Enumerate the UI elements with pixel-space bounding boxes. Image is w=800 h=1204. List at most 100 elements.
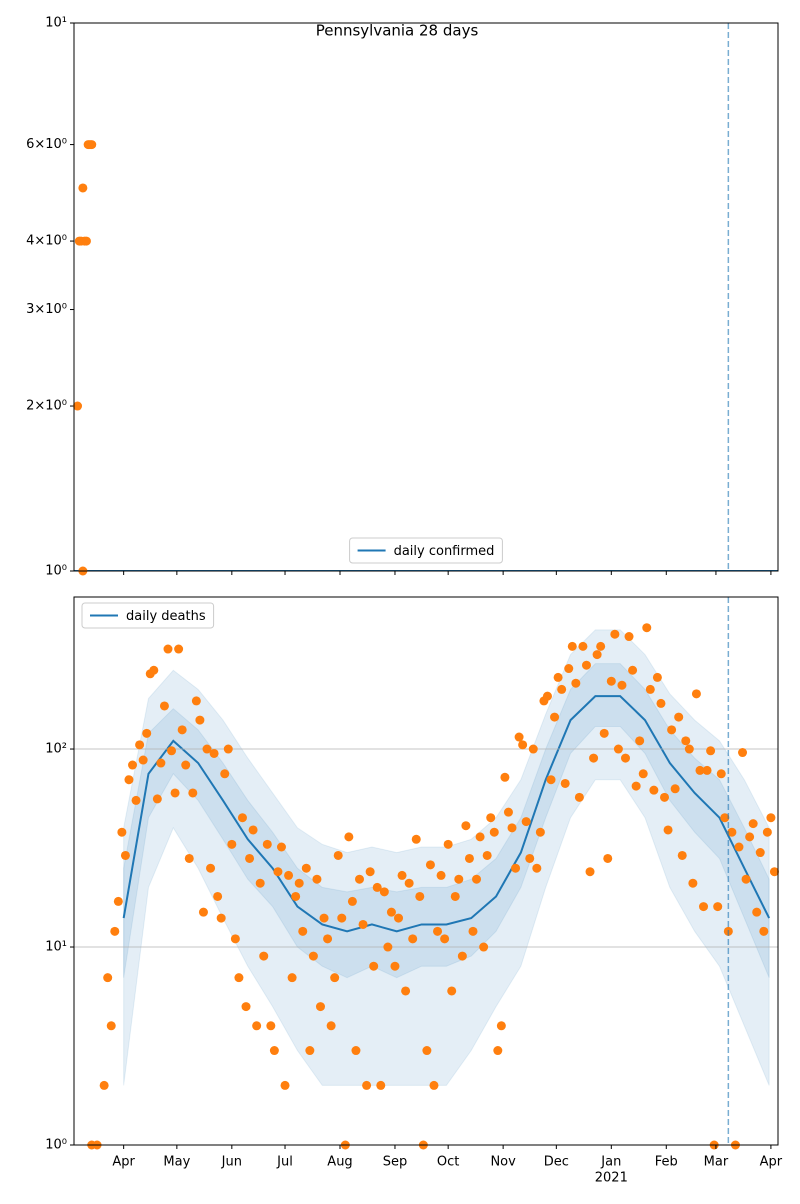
data-point <box>752 907 762 917</box>
data-point <box>206 863 216 873</box>
data-point <box>769 867 779 877</box>
data-point <box>642 623 652 633</box>
data-point <box>128 760 138 770</box>
data-point <box>237 813 247 823</box>
data-point <box>415 891 425 901</box>
data-point <box>103 973 113 983</box>
x-tick-label: Nov <box>490 1155 516 1170</box>
data-point <box>163 644 173 654</box>
x-tick-label: May <box>163 1155 190 1170</box>
y-tick-label: 10¹ <box>45 940 67 955</box>
data-point <box>369 961 379 971</box>
data-point <box>280 1080 290 1090</box>
data-point <box>113 896 123 906</box>
data-point <box>450 891 460 901</box>
data-point <box>738 748 748 758</box>
data-point <box>365 867 375 877</box>
data-point <box>681 736 691 746</box>
data-point <box>351 1046 361 1056</box>
data-point <box>216 913 226 923</box>
data-point <box>578 641 588 651</box>
data-point <box>660 792 670 802</box>
data-point <box>397 870 407 880</box>
data-point <box>635 736 645 746</box>
data-point <box>546 775 556 785</box>
data-point <box>195 715 205 725</box>
x-tick-label: Feb <box>655 1155 678 1170</box>
y-tick-label: 10⁰ <box>45 1138 67 1153</box>
data-point <box>457 951 467 961</box>
data-point <box>482 850 492 860</box>
data-point <box>652 672 662 682</box>
data-point <box>383 942 393 952</box>
data-point <box>230 934 240 944</box>
data-point <box>699 902 709 912</box>
x-tick-label: Apr <box>760 1155 783 1170</box>
data-point <box>560 778 570 788</box>
data-point <box>177 725 187 735</box>
data-point <box>358 919 368 929</box>
data-point <box>734 842 744 852</box>
data-point <box>433 926 443 936</box>
data-point <box>323 934 333 944</box>
data-point <box>372 882 382 892</box>
confidence-band <box>123 663 770 979</box>
data-point <box>142 728 152 738</box>
data-point <box>493 1046 503 1056</box>
data-point <box>610 629 620 639</box>
data-point <box>333 850 343 860</box>
data-point <box>511 863 521 873</box>
data-point <box>716 769 726 779</box>
data-point <box>131 795 141 805</box>
data-point <box>106 1021 116 1031</box>
data-point <box>319 913 329 923</box>
data-point <box>312 874 322 884</box>
data-point <box>379 887 389 897</box>
data-point <box>262 839 272 849</box>
data-point <box>266 1021 276 1031</box>
data-point <box>525 853 535 863</box>
data-point <box>174 644 184 654</box>
data-point <box>376 1080 386 1090</box>
data-point <box>688 878 698 888</box>
data-point <box>291 891 301 901</box>
data-point <box>603 853 613 863</box>
data-point <box>227 839 237 849</box>
data-point <box>269 1046 279 1056</box>
data-point <box>220 769 230 779</box>
data-point <box>691 689 701 699</box>
data-point <box>362 1080 372 1090</box>
data-point <box>464 853 474 863</box>
data-point <box>468 926 478 936</box>
data-point <box>110 926 120 936</box>
data-point <box>684 744 694 754</box>
data-point <box>284 870 294 880</box>
x-tick-label: Sep <box>383 1155 408 1170</box>
data-point <box>330 973 340 983</box>
data-point <box>344 832 354 842</box>
data-point <box>159 701 169 711</box>
x-tick-label: Jul <box>276 1155 293 1170</box>
data-point <box>429 1080 439 1090</box>
data-point <box>245 853 255 863</box>
y-tick-label: 2×10⁰ <box>26 399 67 414</box>
x-year-label: 2021 <box>595 1171 628 1186</box>
data-point <box>308 951 318 961</box>
data-point <box>198 907 208 917</box>
data-point <box>624 632 634 642</box>
data-point <box>81 236 91 246</box>
data-point <box>535 827 545 837</box>
y-tick-label: 10¹ <box>45 16 67 31</box>
data-point <box>638 769 648 779</box>
data-point <box>443 839 453 849</box>
data-point <box>135 740 145 750</box>
data-point <box>702 765 712 775</box>
data-point <box>78 183 88 193</box>
data-point <box>408 934 418 944</box>
data-point <box>138 755 148 765</box>
data-point <box>606 676 616 686</box>
data-point <box>301 863 311 873</box>
data-point <box>475 832 485 842</box>
